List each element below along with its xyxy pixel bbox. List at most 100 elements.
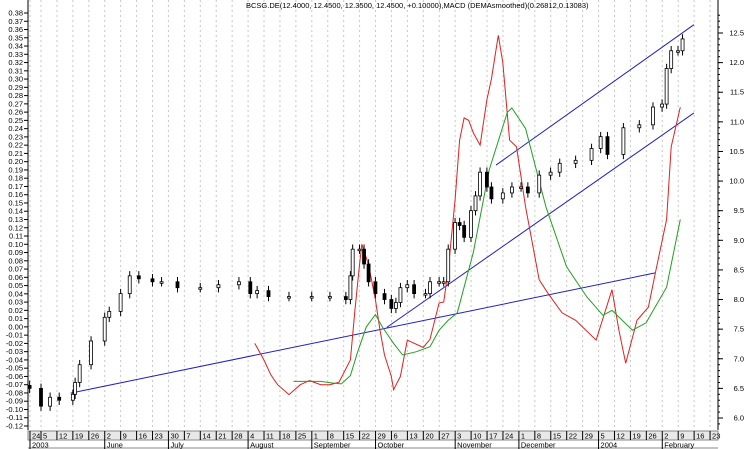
candle	[669, 50, 674, 69]
week-tick-label: 1	[521, 432, 525, 441]
left-tick-label: 0.29	[8, 83, 23, 92]
candle	[500, 192, 505, 200]
candle	[328, 296, 332, 299]
right-tick-label: 8.0	[734, 295, 744, 304]
week-tick-label: 1	[314, 432, 318, 441]
candle	[398, 287, 403, 303]
trendline	[495, 24, 695, 166]
week-tick-label: 24	[505, 432, 513, 441]
right-tick-label: 7.5	[734, 325, 744, 334]
week-tick-label: 21	[218, 432, 226, 441]
candle	[405, 284, 410, 289]
candle	[357, 248, 362, 252]
left-tick-label: 0.20	[8, 157, 23, 166]
left-tick-label: 0.01	[8, 314, 23, 323]
month-label: 2004	[601, 441, 618, 449]
month-label: June	[107, 441, 123, 449]
week-tick-label: 12	[616, 432, 624, 441]
week-tick-label: 7	[186, 432, 190, 441]
left-tick-label: 0.08	[8, 256, 23, 265]
macd-lines	[254, 35, 681, 396]
week-tick-label: 17	[489, 432, 497, 441]
candle	[525, 186, 530, 194]
left-tick-label: -0.10	[6, 405, 23, 414]
candle	[598, 136, 603, 149]
macd-line	[254, 35, 681, 396]
right-tick-label: 10.5	[729, 147, 744, 156]
candle	[216, 284, 221, 289]
candle	[175, 281, 180, 289]
candle	[478, 171, 482, 197]
left-tick-label: 0.10	[8, 240, 23, 249]
week-tick-label: 23	[155, 432, 163, 441]
candle	[548, 171, 553, 176]
candle	[348, 275, 353, 300]
candle	[107, 310, 112, 318]
left-tick-label: 0.17	[8, 182, 23, 191]
left-tick-label: 0.24	[8, 124, 23, 133]
right-tick-label: 10.0	[729, 177, 744, 186]
week-tick-label: 12	[59, 432, 67, 441]
week-tick-label: 8	[330, 432, 334, 441]
left-tick-label: -0.05	[6, 364, 23, 373]
right-tick-label: 12.5	[729, 29, 744, 38]
candle	[150, 278, 155, 283]
left-tick-label: 0.35	[8, 33, 23, 42]
candle	[537, 174, 542, 194]
week-tick-label: 22	[362, 432, 370, 441]
week-tick-label: 25	[298, 432, 306, 441]
week-tick-label: 26	[648, 432, 656, 441]
left-tick-label: 0.15	[8, 198, 23, 207]
week-tick-label: 3	[457, 432, 461, 441]
left-tick-label: 0.19	[8, 165, 23, 174]
candle	[362, 248, 366, 265]
left-tick-label: -0.06	[6, 372, 23, 381]
candle	[473, 195, 478, 212]
candle	[255, 290, 260, 295]
right-axis: 12.5 12.0 11.5 11.0 10.5 10.0 9.5 9.0 8.5 8.0 7.5 7…	[717, 0, 744, 430]
candle	[136, 275, 141, 280]
candle	[57, 396, 62, 401]
candle	[27, 385, 32, 389]
week-tick-label: 27	[441, 432, 449, 441]
month-label: December	[521, 441, 556, 449]
right-tick-label: 12.0	[729, 58, 744, 67]
trendlines	[70, 24, 695, 394]
left-tick-label: -0.03	[6, 347, 23, 356]
left-tick-label: 0.18	[8, 174, 23, 183]
left-tick-label: 0.25	[8, 116, 23, 125]
left-tick-label: 0.36	[8, 25, 23, 34]
week-tick-label: 30	[170, 432, 178, 441]
left-tick-label: -0.01	[6, 331, 23, 340]
candle	[373, 281, 378, 295]
candle	[382, 293, 387, 300]
week-tick-label: 13	[409, 432, 417, 441]
candle	[676, 50, 680, 53]
left-tick-label: 0.27	[8, 99, 23, 108]
candle	[573, 159, 578, 164]
candles	[27, 34, 685, 411]
week-tick-label: 15	[553, 432, 561, 441]
week-tick-label: 2	[107, 432, 111, 441]
candle	[446, 248, 451, 283]
week-tick-label: 24	[32, 432, 40, 441]
candle	[660, 103, 664, 108]
left-tick-label: 0.09	[8, 248, 23, 257]
left-tick-label: 0.38	[8, 9, 23, 18]
candle	[453, 222, 457, 250]
candle	[423, 293, 428, 296]
candle	[437, 281, 442, 284]
left-tick-label: -0.04	[6, 355, 23, 364]
week-tick-label: 10	[473, 432, 481, 441]
week-tick-label: 9	[123, 432, 127, 441]
week-tick-label: 29	[585, 432, 593, 441]
candle	[127, 275, 132, 295]
month-label: October	[378, 441, 405, 449]
left-tick-label: 0.30	[8, 75, 23, 84]
month-label: February	[664, 441, 694, 449]
candle	[198, 287, 203, 290]
week-tick-label: 4	[250, 432, 254, 441]
candle	[637, 124, 642, 129]
right-tick-label: 11.0	[730, 117, 744, 126]
candle	[469, 210, 473, 238]
